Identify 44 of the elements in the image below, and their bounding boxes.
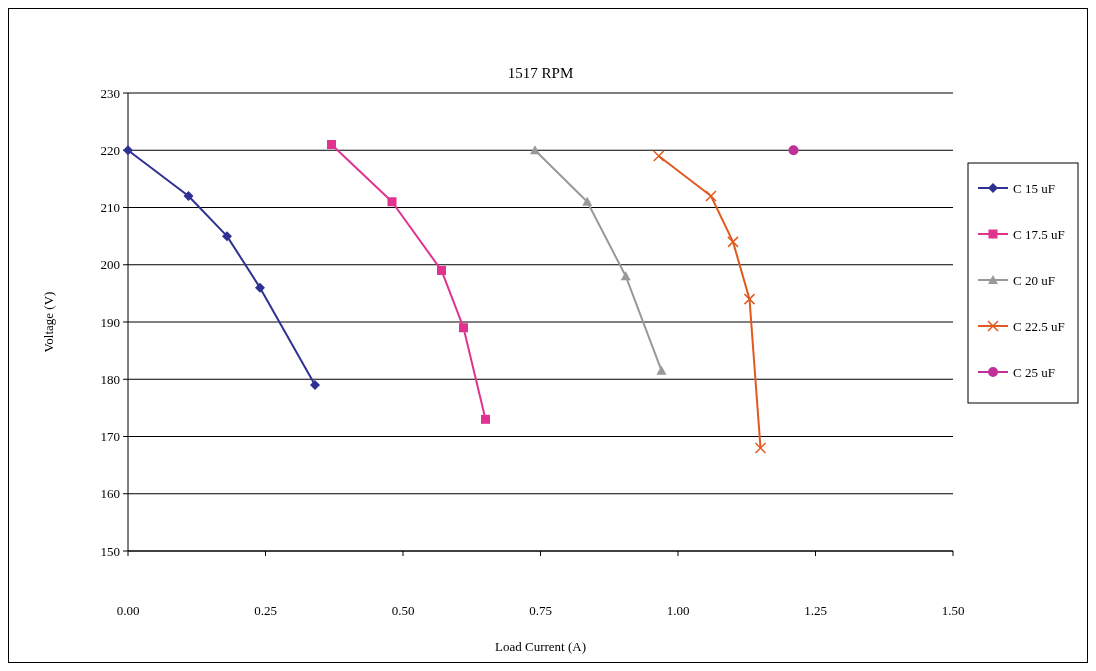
y-axis-title: Voltage (V): [41, 291, 56, 353]
legend-label: C 25 uF: [1013, 364, 1055, 380]
legend-label: C 22.5 uF: [1013, 318, 1065, 334]
point: [653, 150, 665, 162]
x-axis-title: Load Current (A): [495, 639, 586, 654]
point: [222, 231, 232, 242]
y-tick-label: 180: [100, 371, 120, 387]
point: [788, 145, 799, 156]
x-tick-label: 0.75: [529, 603, 552, 618]
x-tick-label: 1.25: [804, 603, 827, 618]
point: [310, 379, 320, 390]
point: [183, 191, 194, 202]
point: [387, 197, 397, 207]
chart-title: 1517 RPM: [507, 65, 574, 81]
point: [123, 145, 133, 156]
point: [481, 414, 490, 424]
legend-label: C 15 uF: [1013, 180, 1055, 196]
point: [727, 236, 739, 248]
point: [459, 323, 468, 333]
x-tick-label: 1.00: [666, 603, 690, 618]
y-tick-label: 170: [100, 429, 120, 445]
point: [743, 293, 756, 305]
x-tick-label: 0.25: [254, 603, 277, 618]
point: [327, 140, 336, 150]
point: [705, 190, 717, 202]
y-tick-label: 210: [100, 200, 120, 216]
y-tick-label: 200: [100, 257, 120, 273]
y-tick-label: 150: [100, 543, 120, 559]
y-tick-label: 190: [100, 314, 120, 330]
point: [530, 145, 540, 155]
y-tick-label: 160: [100, 486, 120, 502]
legend-label: C 17.5 uF: [1013, 226, 1065, 242]
x-tick-label: 1.50: [941, 603, 965, 618]
legend-label: C 20 uF: [1013, 272, 1055, 288]
point: [620, 271, 631, 281]
point: [656, 365, 667, 375]
y-tick-label: 220: [100, 142, 120, 158]
point: [255, 282, 265, 293]
point: [754, 442, 767, 454]
y-tick-label: 230: [100, 85, 120, 101]
x-tick-label: 0.50: [391, 603, 415, 618]
x-tick-label: 0.00: [116, 603, 140, 618]
point: [437, 265, 446, 275]
point: [582, 196, 593, 206]
